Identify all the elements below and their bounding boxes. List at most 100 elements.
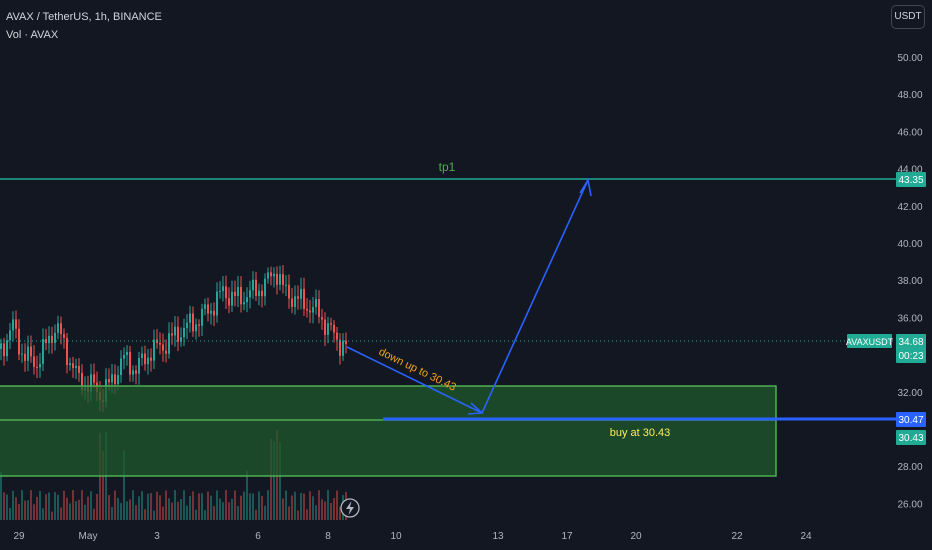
volume-bar [330,502,332,520]
svg-text:AVAXUSDT: AVAXUSDT [846,337,894,347]
currency-button[interactable]: USDT [891,5,925,29]
candle-body [132,370,134,375]
volume-bar [318,490,320,520]
volume-bar [18,503,20,520]
volume-bar [270,439,272,520]
candle-body [258,290,260,296]
volume-bar [294,491,296,520]
candle-body [285,284,287,286]
volume-bar [228,502,230,520]
candle-body [39,363,41,368]
candle-body [117,375,119,385]
volume-bar [6,494,8,520]
candle-body [18,328,20,355]
candle-body [195,324,197,332]
svg-text:00:23: 00:23 [898,351,923,362]
volume-bar [129,499,131,520]
volume-bar [150,492,152,520]
buy-line-badge: 30.47 [896,412,926,427]
price-tick-label: 42.00 [897,202,922,213]
candle-body [228,298,230,306]
candle-body [327,323,329,335]
volume-bar [60,507,62,520]
candle-body [21,353,23,355]
candle-body [3,343,5,357]
buy-zone-rectangle[interactable] [0,385,777,477]
volume-bar [33,504,35,520]
price-tick-label: 46.00 [897,127,922,138]
candle-body [189,313,191,323]
volume-bar [192,491,194,520]
volume-bar [306,509,308,520]
volume-bar [168,498,170,520]
candle-body [321,316,323,320]
price-tick-label: 26.00 [897,499,922,510]
volume-bar [243,491,245,520]
volume-bar [189,495,191,520]
candle-body [294,296,296,307]
volume-bar [216,490,218,520]
volume-bar [15,497,17,520]
candle-body [33,356,35,367]
candle-body [48,335,50,344]
volume-bar [78,499,80,520]
candle-body [198,324,200,326]
candle-body [138,358,140,374]
candle-body [9,330,11,341]
volume-bar [234,490,236,520]
candle-body [15,319,17,329]
price-tick-label: 44.00 [897,165,922,176]
candle-body [54,332,56,343]
candle-body [270,272,272,277]
svg-text:30.47: 30.47 [898,415,923,426]
candle-body [309,310,311,313]
candle-body [183,327,185,338]
volume-bar [288,506,290,520]
symbol-title[interactable]: AVAX / TetherUS, 1h, BINANCE [6,11,162,23]
price-axis[interactable]: 50.00 48.00 46.00 44.00 42.00 40.00 38.00 36.00… [897,53,922,510]
volume-bar [21,490,23,520]
candle-body [153,339,155,361]
candle-body [147,357,149,365]
candle-body [0,343,2,350]
candle-body [126,351,128,356]
time-tick-label: 6 [255,531,261,542]
volume-legend[interactable]: Vol · AVAX [6,29,59,41]
candle-body [339,339,341,356]
candle-body [291,298,293,307]
lightning-icon[interactable] [340,498,360,518]
tp1-label: tp1 [439,160,456,174]
volume-bar [282,498,284,520]
trade-path-arrows[interactable] [346,177,592,415]
volume-bar [240,495,242,520]
volume-bar [162,506,164,520]
volume-bar [42,508,44,520]
time-axis[interactable]: 29 May 3 6 8 10 13 17 20 22 24 [13,531,812,542]
volume-bar [12,490,14,520]
volume-bar [231,498,233,520]
time-tick-label: May [79,531,98,542]
volume-bar [267,490,269,520]
volume-bar [75,500,77,520]
volume-bar [171,502,173,520]
candle-body [111,374,113,383]
volume-bar [261,495,263,520]
buy-zone-badge: 30.43 [896,430,926,445]
symbol-badge: AVAXUSDT [846,334,894,348]
candle-body [63,334,65,338]
volume-bar [333,498,335,520]
candle-body [75,365,77,369]
volume-bar [51,511,53,520]
candle-body [297,296,299,299]
candle-body [171,333,173,336]
candle-body [303,288,305,309]
buy-label: buy at 30.43 [610,427,671,439]
volume-bar [225,490,227,520]
candle-body [246,297,248,303]
last-price-badge: 34.68 00:23 [896,334,926,363]
volume-bar [102,451,104,520]
volume-bar [126,501,128,520]
volume-bar [135,505,137,520]
candle-body [30,346,32,357]
